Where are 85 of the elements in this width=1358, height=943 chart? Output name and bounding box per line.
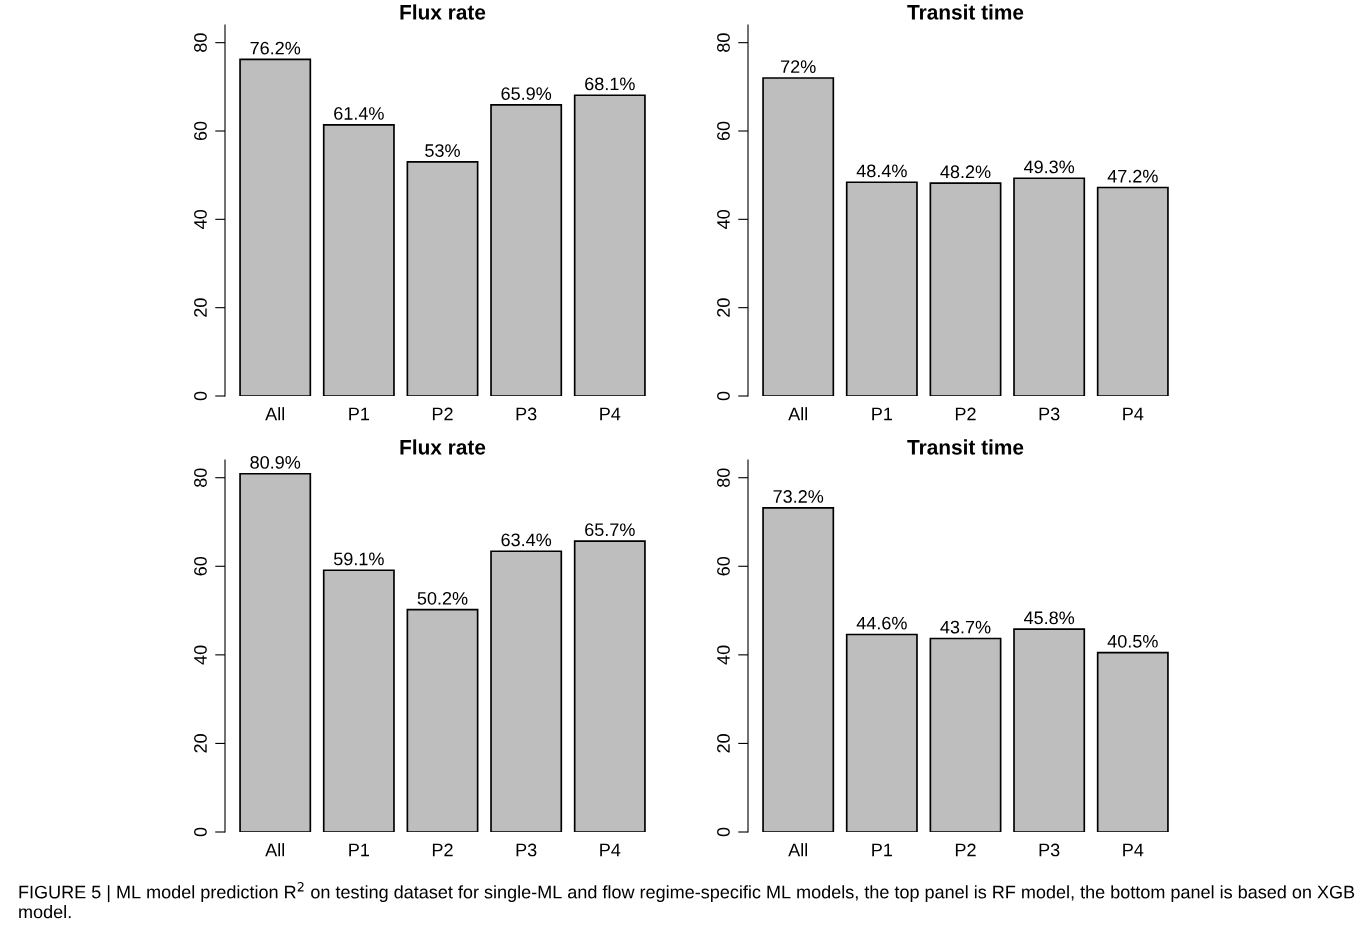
y-tick-label: 20 [194, 298, 207, 317]
bar [929, 182, 1002, 396]
x-tick-label: P4 [1123, 407, 1144, 421]
data-label: 80.9% [250, 455, 301, 469]
data-label: 50.2% [417, 591, 468, 605]
x-tick-label: P2 [432, 407, 453, 421]
x-tick-label: P2 [432, 843, 453, 857]
bar [406, 161, 479, 396]
x-tick-label: All [265, 407, 285, 421]
x-tick-label: P4 [600, 843, 621, 857]
y-tick-label: 60 [194, 556, 207, 576]
data-label: 44.6% [856, 616, 907, 630]
bar [406, 608, 479, 832]
data-label: 45.8% [1023, 611, 1075, 625]
data-label: 61.4% [334, 107, 384, 120]
x-tick-label: P3 [516, 843, 537, 857]
y-tick-label: 20 [194, 734, 207, 753]
y-tick-label: 40 [717, 645, 730, 665]
data-label: 48.2% [940, 165, 991, 179]
data-label: 47.2% [1107, 169, 1158, 183]
data-label: 65.7% [585, 523, 635, 537]
x-tick-label: All [788, 843, 808, 857]
data-label: 53% [425, 144, 460, 157]
bar [762, 77, 835, 396]
text: FIGURE 5 | ML model prediction R$^{2}$ on testing dataset for single-ML and flow regime-specific ML models, the top panel is RF model, the bottom panel is based on XGB model. [19, 882, 1355, 919]
y-tick-label: 40 [717, 210, 730, 229]
x-tick-label: P4 [600, 407, 621, 421]
y-tick-label: 80 [717, 468, 730, 487]
y-tick-label: 60 [194, 121, 207, 141]
bar [1013, 628, 1086, 832]
y-tick-label: 60 [717, 121, 730, 141]
y-tick-label: 40 [194, 645, 207, 665]
y-tick-label: 20 [717, 298, 730, 317]
bar [239, 58, 312, 396]
y-tick-label: 0 [194, 827, 207, 837]
bar [1096, 186, 1169, 396]
data-label: 48.4% [856, 164, 907, 178]
data-label: 59.1% [333, 552, 384, 566]
x-tick-label: P2 [955, 407, 976, 421]
bar [490, 104, 563, 396]
chart-title: Transit time [907, 4, 1024, 20]
bar [762, 506, 835, 832]
bar [490, 550, 563, 832]
bar [322, 569, 395, 832]
bar [573, 540, 646, 832]
bar [239, 472, 312, 832]
bar [845, 181, 918, 396]
data-label: 65.9% [501, 87, 552, 100]
chart-title: Flux rate [400, 4, 486, 20]
data-label: 73.2% [773, 490, 824, 503]
y-tick-label: 0 [717, 827, 730, 837]
data-label: 63.4% [501, 533, 552, 547]
x-tick-label: All [788, 407, 808, 421]
bar [1096, 651, 1169, 832]
y-tick-label: 60 [717, 556, 730, 576]
chart-title: Flux rate [400, 439, 486, 455]
x-tick-label: All [265, 843, 285, 857]
bar [845, 633, 918, 832]
y-tick-label: 40 [194, 210, 207, 229]
y-tick-label: 80 [194, 33, 207, 52]
y-tick-label: 80 [194, 468, 207, 487]
data-label: 43.7% [940, 620, 991, 634]
x-tick-label: P3 [1039, 407, 1060, 421]
x-tick-label: P1 [872, 407, 893, 421]
y-tick-label: 80 [717, 33, 730, 52]
x-tick-label: P3 [1039, 843, 1060, 857]
data-label: 72% [781, 60, 816, 73]
chart-title: Transit time [907, 439, 1024, 455]
x-tick-label: P4 [1123, 843, 1144, 857]
y-tick-label: 20 [717, 734, 730, 753]
y-tick-label: 0 [717, 391, 730, 401]
y-tick-label: 0 [194, 391, 207, 401]
data-label: 76.2% [250, 41, 301, 55]
bar [1013, 177, 1086, 396]
x-tick-label: P1 [349, 407, 370, 421]
x-tick-label: P3 [516, 407, 537, 421]
data-label: 68.1% [585, 77, 635, 91]
x-tick-label: P1 [872, 843, 893, 857]
data-label: 49.3% [1023, 160, 1075, 174]
x-tick-label: P2 [955, 843, 976, 857]
bar [322, 123, 395, 396]
data-label: 40.5% [1107, 634, 1158, 648]
x-tick-label: P1 [349, 843, 370, 857]
bar [573, 94, 646, 396]
bar [929, 637, 1002, 832]
